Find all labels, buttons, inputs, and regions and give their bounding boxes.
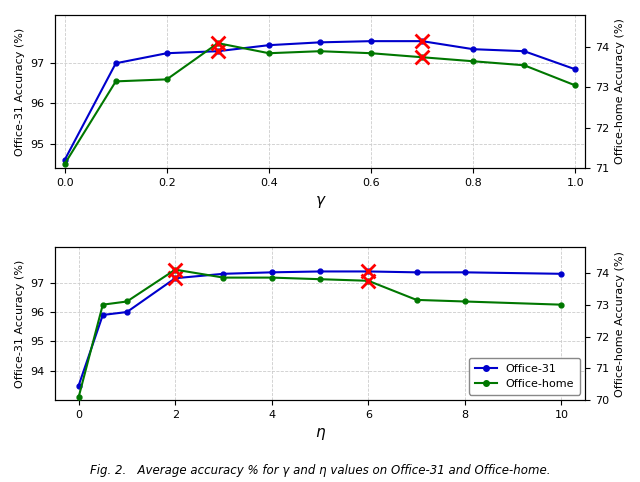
Point bbox=[212, 40, 223, 47]
Y-axis label: Office-31 Accuracy (%): Office-31 Accuracy (%) bbox=[15, 27, 25, 156]
Legend: Office-31, Office-home: Office-31, Office-home bbox=[469, 358, 580, 395]
Y-axis label: Office-home Accuracy (%): Office-home Accuracy (%) bbox=[615, 251, 625, 397]
Point bbox=[170, 266, 180, 273]
Y-axis label: Office-home Accuracy (%): Office-home Accuracy (%) bbox=[615, 18, 625, 164]
X-axis label: γ: γ bbox=[316, 193, 324, 208]
Point bbox=[417, 37, 428, 45]
X-axis label: η: η bbox=[315, 426, 325, 441]
Y-axis label: Office-31 Accuracy (%): Office-31 Accuracy (%) bbox=[15, 260, 25, 388]
Point bbox=[170, 274, 180, 282]
Point bbox=[417, 54, 428, 61]
Point bbox=[363, 268, 373, 275]
Text: Fig. 2.   Average accuracy % for γ and η values on Office-31 and Office-home.: Fig. 2. Average accuracy % for γ and η v… bbox=[90, 464, 550, 477]
Point bbox=[363, 277, 373, 285]
Point bbox=[212, 47, 223, 55]
